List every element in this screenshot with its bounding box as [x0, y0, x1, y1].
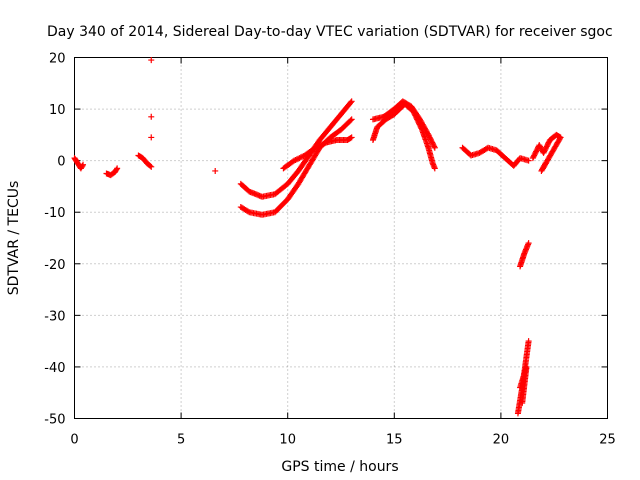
data-points — [71, 57, 564, 417]
data-point — [114, 165, 121, 172]
data-point — [315, 143, 322, 150]
data-point — [292, 156, 299, 163]
data-point — [293, 156, 300, 163]
data-point — [113, 166, 120, 173]
chart-title: Day 340 of 2014, Sidereal Day-to-day VTE… — [47, 24, 613, 40]
data-point — [80, 161, 87, 168]
x-tick-label: 15 — [386, 433, 403, 448]
data-point — [148, 163, 155, 170]
data-point — [319, 141, 326, 148]
y-tick-label: 20 — [49, 52, 66, 67]
data-point — [347, 117, 354, 124]
data-point — [148, 57, 155, 64]
x-axis-label: GPS time / hours — [281, 459, 398, 475]
data-point — [212, 167, 219, 174]
data-point — [320, 140, 327, 147]
data-point — [147, 162, 154, 169]
data-point — [148, 134, 155, 141]
y-tick-label: -10 — [44, 206, 65, 221]
data-point — [321, 140, 328, 147]
data-point — [347, 135, 354, 142]
data-point — [431, 165, 438, 172]
data-point — [291, 157, 298, 164]
data-point — [348, 98, 355, 105]
y-axis-label: SDTVAR / TECUs — [6, 181, 22, 296]
data-point — [525, 240, 532, 247]
plot-frame — [74, 57, 608, 419]
data-point — [316, 142, 323, 149]
data-point — [297, 154, 304, 161]
x-tick-label: 5 — [177, 433, 185, 448]
y-tick-label: 0 — [57, 155, 65, 170]
data-point — [348, 134, 355, 141]
y-tick-label: -30 — [44, 309, 65, 324]
data-point — [299, 153, 306, 160]
data-point — [148, 113, 155, 120]
data-point — [541, 161, 548, 168]
data-point — [245, 208, 252, 215]
data-point — [431, 144, 438, 151]
data-point — [348, 116, 355, 123]
data-point — [317, 142, 324, 149]
axis-ticks: 0 5 10 15 20 25 20 10 0 -10 -20 -30 -40 -50 — [44, 52, 616, 448]
data-point — [431, 143, 438, 150]
data-point — [542, 160, 549, 167]
data-point — [312, 144, 319, 151]
data-point — [525, 338, 532, 345]
x-tick-label: 25 — [599, 433, 616, 448]
x-tick-label: 20 — [493, 433, 510, 448]
data-point — [295, 155, 302, 162]
data-point — [79, 162, 86, 169]
data-point — [519, 400, 526, 407]
data-point — [296, 155, 303, 162]
x-tick-label: 0 — [70, 433, 78, 448]
data-point — [313, 144, 320, 151]
y-tick-label: -20 — [44, 258, 65, 273]
data-point — [347, 99, 354, 106]
y-tick-label: -50 — [44, 413, 65, 428]
y-tick-label: 10 — [49, 103, 66, 118]
data-point — [525, 157, 532, 164]
x-tick-label: 10 — [279, 433, 296, 448]
y-tick-label: -40 — [44, 361, 65, 376]
